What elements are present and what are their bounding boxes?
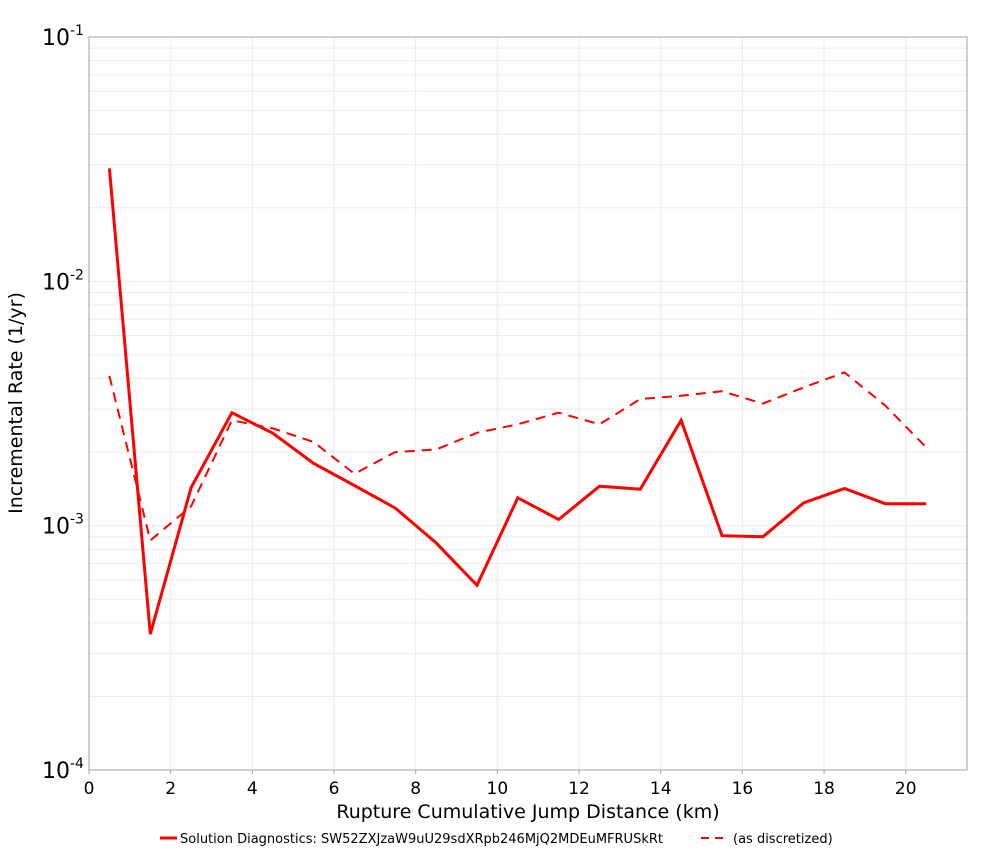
y-tick-label: 10 -4: [42, 756, 84, 784]
legend: Solution Diagnostics: SW52ZXJzaW9uU29sdX…: [160, 832, 833, 847]
svg-text:-2: -2: [70, 267, 84, 283]
x-tick-label: 4: [247, 779, 258, 799]
svg-text:10: 10: [42, 26, 70, 51]
x-tick-label: 8: [410, 779, 421, 799]
x-tick-label: 20: [895, 779, 917, 799]
x-tick-label: 16: [732, 779, 754, 799]
svg-text:-1: -1: [70, 23, 84, 39]
svg-text:10: 10: [42, 515, 70, 540]
x-tick-label: 2: [165, 779, 176, 799]
legend-label-solution: Solution Diagnostics: SW52ZXJzaW9uU29sdX…: [180, 832, 663, 847]
grid-lines: [88, 37, 967, 771]
y-tick-label: 10 -1: [42, 23, 84, 51]
x-tick-label: 18: [813, 779, 835, 799]
svg-text:10: 10: [42, 759, 70, 784]
series-solution-line: [107, 168, 927, 635]
y-axis-title: Incremental Rate (1/yr): [5, 292, 27, 514]
plot-area-frame: [88, 36, 968, 771]
x-tick-label: 14: [650, 779, 672, 799]
series-layer: [107, 168, 927, 635]
y-tick-label: 10 -3: [42, 512, 84, 540]
legend-label-discretized: (as discretized): [733, 832, 833, 847]
x-tick-label: 0: [84, 779, 95, 799]
y-axis-ticks: 10-110-210-310-4: [42, 23, 84, 784]
x-axis-title: Rupture Cumulative Jump Distance (km): [336, 801, 719, 823]
x-axis-ticks: 0 2 4 6 8 10 12 14 16 18 20: [84, 770, 917, 799]
series-discretized-line: [108, 371, 927, 543]
svg-text:-3: -3: [70, 512, 84, 528]
y-tick-label: 10 -2: [42, 267, 84, 295]
x-tick-label: 12: [568, 779, 590, 799]
svg-text:10: 10: [42, 270, 70, 295]
x-tick-label: 10: [487, 779, 509, 799]
x-tick-label: 6: [329, 779, 340, 799]
svg-text:-4: -4: [70, 756, 84, 772]
